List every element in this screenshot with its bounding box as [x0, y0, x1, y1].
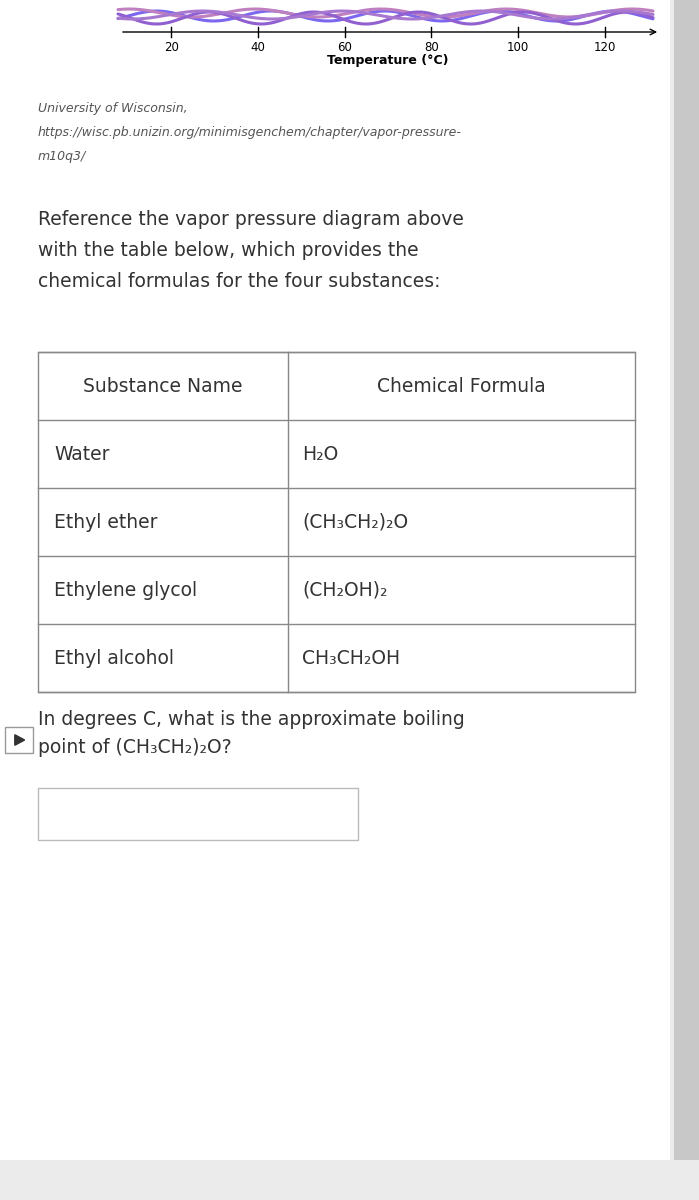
- Text: In degrees C, what is the approximate boiling: In degrees C, what is the approximate bo…: [38, 710, 465, 728]
- Polygon shape: [15, 734, 24, 745]
- Bar: [5, 727, 33, 754]
- Text: chemical formulas for the four substances:: chemical formulas for the four substance…: [38, 272, 440, 290]
- Bar: [38, 788, 358, 840]
- Text: https://wisc.pb.unizin.org/minimisgenchem/chapter/vapor-pressure-: https://wisc.pb.unizin.org/minimisgenche…: [38, 126, 462, 139]
- Text: Temperature (°C): Temperature (°C): [327, 54, 449, 67]
- Text: with the table below, which provides the: with the table below, which provides the: [38, 241, 419, 260]
- Bar: [38, 352, 635, 692]
- Text: 60: 60: [337, 41, 352, 54]
- Text: Ethyl ether: Ethyl ether: [54, 512, 157, 532]
- FancyBboxPatch shape: [674, 0, 699, 1160]
- Text: m10q3/: m10q3/: [38, 150, 86, 163]
- Text: point of (CH₃CH₂)₂O?: point of (CH₃CH₂)₂O?: [38, 738, 231, 757]
- Text: 80: 80: [424, 41, 439, 54]
- Text: Reference the vapor pressure diagram above: Reference the vapor pressure diagram abo…: [38, 210, 464, 229]
- Text: 100: 100: [507, 41, 529, 54]
- Text: University of Wisconsin,: University of Wisconsin,: [38, 102, 187, 115]
- Text: Water: Water: [54, 444, 110, 463]
- Text: H₂O: H₂O: [302, 444, 338, 463]
- FancyBboxPatch shape: [0, 0, 670, 1160]
- Text: 120: 120: [593, 41, 616, 54]
- Text: Substance Name: Substance Name: [83, 377, 243, 396]
- Text: (CH₃CH₂)₂O: (CH₃CH₂)₂O: [302, 512, 408, 532]
- Text: CH₃CH₂OH: CH₃CH₂OH: [302, 648, 400, 667]
- Text: Chemical Formula: Chemical Formula: [377, 377, 546, 396]
- Text: 40: 40: [250, 41, 266, 54]
- Text: (CH₂OH)₂: (CH₂OH)₂: [302, 581, 387, 600]
- Text: 20: 20: [164, 41, 179, 54]
- Text: Ethyl alcohol: Ethyl alcohol: [54, 648, 174, 667]
- Text: Ethylene glycol: Ethylene glycol: [54, 581, 197, 600]
